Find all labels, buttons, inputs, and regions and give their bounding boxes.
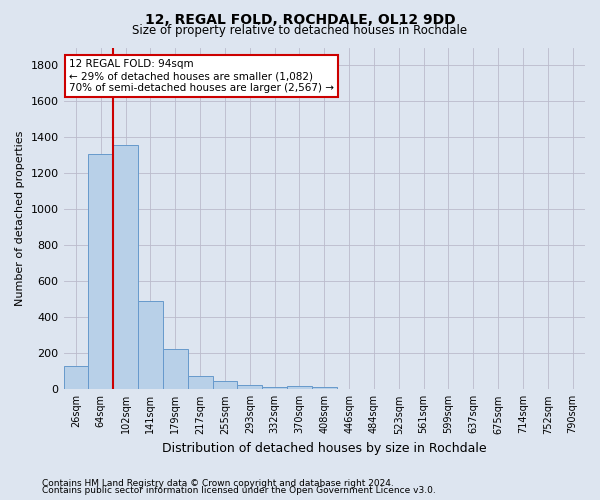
Bar [64,366,88,390]
Text: Contains public sector information licensed under the Open Government Licence v3: Contains public sector information licen… [42,486,436,495]
Text: Size of property relative to detached houses in Rochdale: Size of property relative to detached ho… [133,24,467,37]
Bar [238,385,262,390]
Bar [287,386,312,390]
Bar [312,386,337,390]
Text: 12 REGAL FOLD: 94sqm
← 29% of detached houses are smaller (1,082)
70% of semi-de: 12 REGAL FOLD: 94sqm ← 29% of detached h… [69,60,334,92]
Y-axis label: Number of detached properties: Number of detached properties [15,130,25,306]
Bar [88,154,113,390]
Bar [163,349,188,390]
Bar [262,386,287,390]
Text: Contains HM Land Registry data © Crown copyright and database right 2024.: Contains HM Land Registry data © Crown c… [42,478,394,488]
Bar [138,301,163,390]
Text: 12, REGAL FOLD, ROCHDALE, OL12 9DD: 12, REGAL FOLD, ROCHDALE, OL12 9DD [145,12,455,26]
Bar [212,381,238,390]
Bar [188,376,212,390]
X-axis label: Distribution of detached houses by size in Rochdale: Distribution of detached houses by size … [162,442,487,455]
Bar [113,144,138,390]
